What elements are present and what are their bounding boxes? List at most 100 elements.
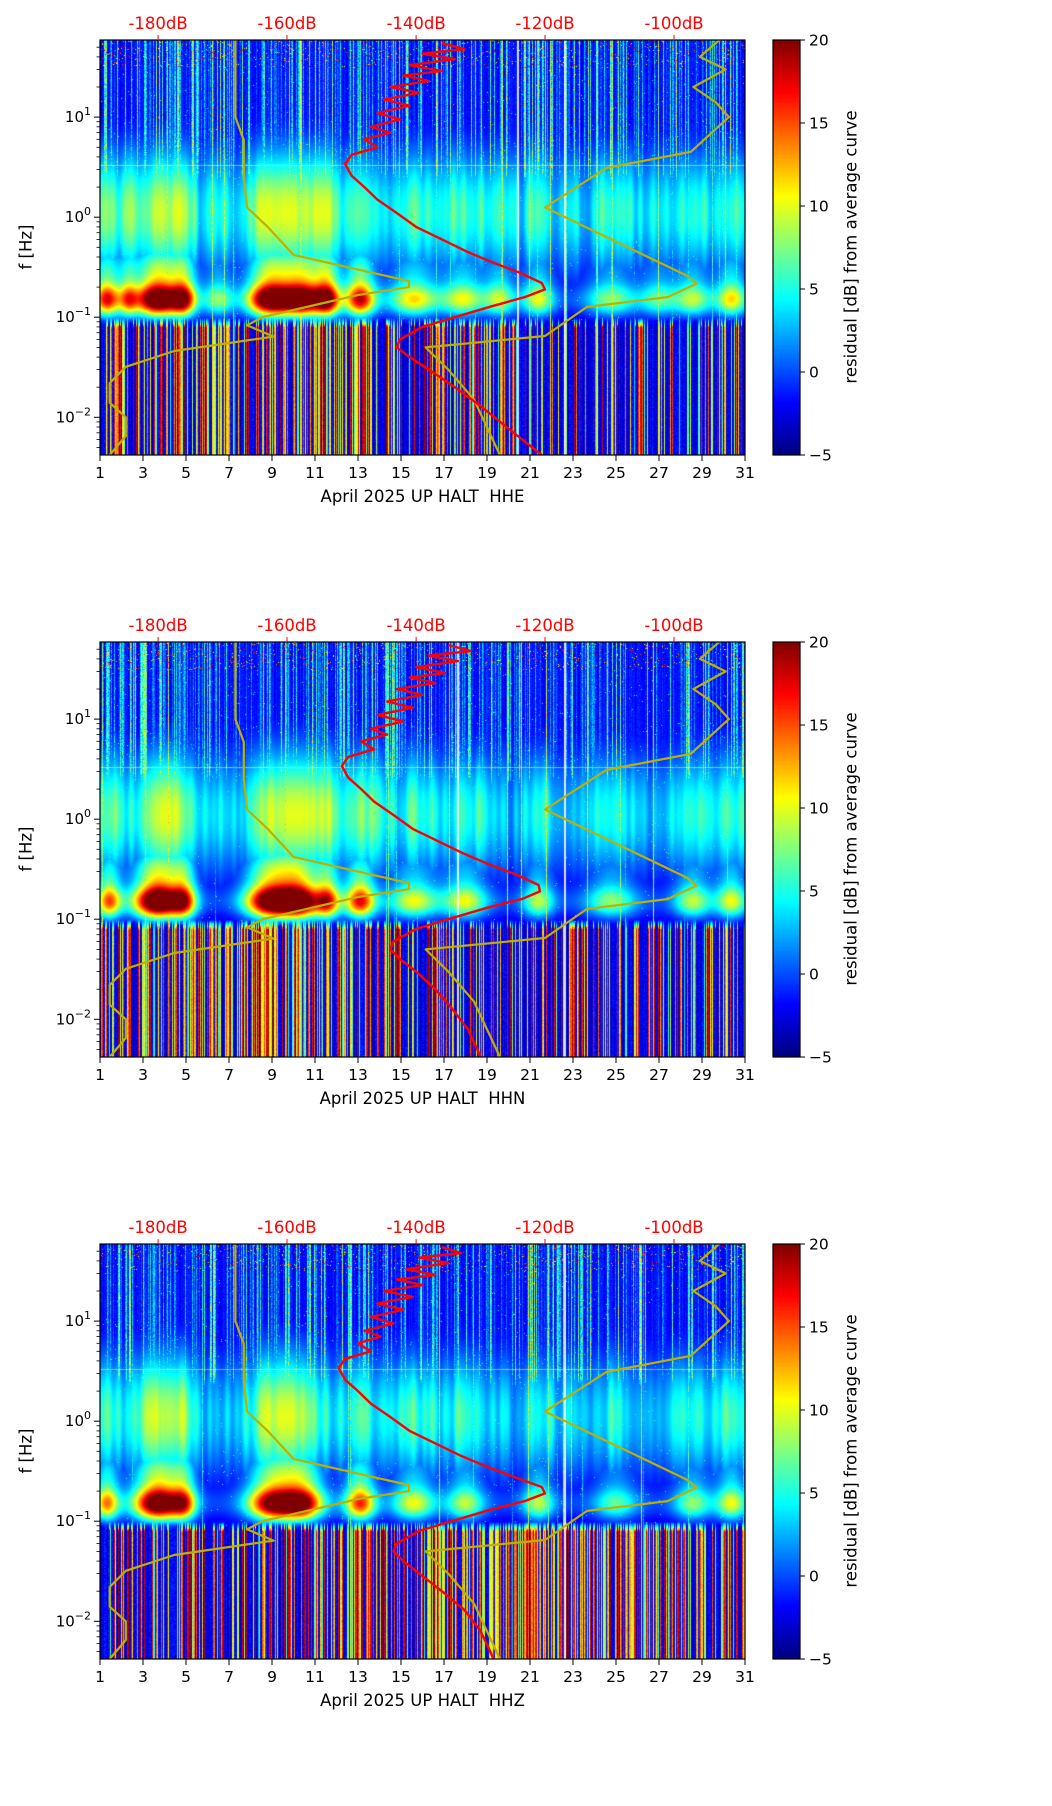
x-tick-label: 13 <box>348 464 368 482</box>
y-axis-label: f [Hz] <box>16 1428 36 1474</box>
y-tick-label: 10−2 <box>56 1609 91 1630</box>
x-tick-label: 31 <box>735 1066 755 1084</box>
y-axis-label: f [Hz] <box>16 224 36 270</box>
x-axis-label: April 2025 UP HALT HHE <box>320 487 525 506</box>
x-tick-label: 3 <box>138 1066 148 1084</box>
colorbar-tick-label: 10 <box>809 198 829 216</box>
x-tick-label: 29 <box>692 464 712 482</box>
top-db-tick-label: -120dB <box>515 616 574 635</box>
colorbar-label: residual [dB] from average curve <box>841 110 861 384</box>
x-tick-label: 19 <box>477 464 497 482</box>
y-tick-label: 100 <box>65 1409 91 1430</box>
colorbar-tick-label: −5 <box>809 1049 832 1067</box>
top-db-tick-label: -100dB <box>644 616 703 635</box>
noise-model-curve-low <box>108 40 411 455</box>
x-tick-label: 11 <box>305 1066 325 1084</box>
x-tick-label: 7 <box>224 1066 234 1084</box>
colorbar-border <box>772 641 801 1058</box>
noise-model-curve-low <box>108 642 411 1057</box>
x-tick-label: 23 <box>563 1668 583 1686</box>
x-tick-label: 25 <box>606 1668 626 1686</box>
noise-model-curve-low <box>108 1244 411 1659</box>
colorbar-tick-label: 0 <box>809 966 819 984</box>
y-tick-label: 100 <box>65 205 91 226</box>
x-tick-label: 5 <box>181 1668 191 1686</box>
x-tick-label: 9 <box>267 464 277 482</box>
colorbar-tick-label: 5 <box>809 1485 819 1503</box>
average-psd-curve <box>343 41 547 455</box>
x-tick-label: 25 <box>606 464 626 482</box>
x-tick-label: 3 <box>138 1668 148 1686</box>
top-db-tick-label: -160dB <box>257 1218 316 1237</box>
x-tick-label: 17 <box>434 1668 454 1686</box>
x-tick-label: 17 <box>434 1066 454 1084</box>
x-tick-label: 19 <box>477 1066 497 1084</box>
colorbar-label: residual [dB] from average curve <box>841 712 861 986</box>
axes-overlay-svg: 1 3 5 7 9 11 13 15 17 19 21 23 25 27 29 3110−210−110010… <box>56 1218 832 1686</box>
y-tick-label: 10−1 <box>56 305 91 326</box>
top-db-tick-label: -140dB <box>386 14 445 33</box>
panel-hhz: 1 3 5 7 9 11 13 15 17 19 21 23 25 27 29 31 10−2 10−1 100 10… <box>0 1204 1052 1806</box>
y-tick-label: 100 <box>65 807 91 828</box>
x-tick-label: 27 <box>649 1066 669 1084</box>
colorbar-tick-label: 10 <box>809 1402 829 1420</box>
spectrogram-canvas <box>100 642 745 1057</box>
top-db-tick-label: -100dB <box>644 14 703 33</box>
plot-border <box>99 641 746 1058</box>
axes-overlay-svg: 1 3 5 7 9 11 13 15 17 19 21 23 25 27 29 3110−210−110010… <box>56 14 832 482</box>
x-tick-label: 5 <box>181 464 191 482</box>
colorbar-tick-label: 10 <box>809 800 829 818</box>
x-tick-label: 15 <box>391 1066 411 1084</box>
x-tick-label: 7 <box>224 464 234 482</box>
colorbar-tick-label: 5 <box>809 883 819 901</box>
x-tick-label: 1 <box>95 1668 105 1686</box>
x-tick-label: 13 <box>348 1066 368 1084</box>
x-tick-label: 29 <box>692 1668 712 1686</box>
colorbar-tick-label: 20 <box>809 634 829 652</box>
top-db-tick-label: -160dB <box>257 616 316 635</box>
colorbar-tick-label: −5 <box>809 447 832 465</box>
y-tick-label: 10−2 <box>56 1007 91 1028</box>
x-tick-label: 25 <box>606 1066 626 1084</box>
noise-model-curve-high <box>424 642 730 1057</box>
plot-border <box>99 39 746 456</box>
top-db-tick-label: -120dB <box>515 1218 574 1237</box>
x-tick-label: 11 <box>305 1668 325 1686</box>
top-db-tick-label: -120dB <box>515 14 574 33</box>
x-tick-label: 5 <box>181 1066 191 1084</box>
x-tick-label: 15 <box>391 464 411 482</box>
top-db-tick-label: -140dB <box>386 616 445 635</box>
colorbar-tick-label: 15 <box>809 1319 829 1337</box>
top-db-tick-label: -100dB <box>644 1218 703 1237</box>
panel-hhn: 1 3 5 7 9 11 13 15 17 19 21 23 25 27 29 31 10−2 10−1 100 10… <box>0 602 1052 1204</box>
axes-overlay-svg: 1 3 5 7 9 11 13 15 17 19 21 23 25 27 29 3110−210−110010… <box>56 616 832 1084</box>
top-db-tick-label: -180dB <box>128 14 187 33</box>
noise-model-curve-high <box>424 40 730 455</box>
colorbar-label: residual [dB] from average curve <box>841 1314 861 1588</box>
colorbar-border <box>772 39 801 456</box>
x-tick-label: 23 <box>563 1066 583 1084</box>
colorbar-canvas <box>773 1244 800 1659</box>
colorbar-canvas <box>773 642 800 1057</box>
x-axis-label: April 2025 UP HALT HHZ <box>320 1691 525 1710</box>
x-tick-label: 11 <box>305 464 325 482</box>
x-tick-label: 31 <box>735 1668 755 1686</box>
top-db-tick-label: -180dB <box>128 616 187 635</box>
average-psd-curve <box>340 643 542 1057</box>
colorbar-tick-label: 15 <box>809 115 829 133</box>
colorbar-canvas <box>773 40 800 455</box>
colorbar-border <box>772 1243 801 1660</box>
y-tick-label: 10−1 <box>56 907 91 928</box>
colorbar-tick-label: 0 <box>809 364 819 382</box>
x-tick-label: 27 <box>649 464 669 482</box>
x-tick-label: 1 <box>95 464 105 482</box>
noise-model-curve-high <box>424 1244 730 1659</box>
spectrogram-canvas <box>100 40 745 455</box>
plot-border <box>99 1243 746 1660</box>
y-tick-label: 101 <box>65 707 91 728</box>
top-db-tick-label: -180dB <box>128 1218 187 1237</box>
y-axis-label: f [Hz] <box>16 826 36 872</box>
average-psd-curve <box>337 1245 547 1659</box>
x-tick-label: 21 <box>520 464 540 482</box>
